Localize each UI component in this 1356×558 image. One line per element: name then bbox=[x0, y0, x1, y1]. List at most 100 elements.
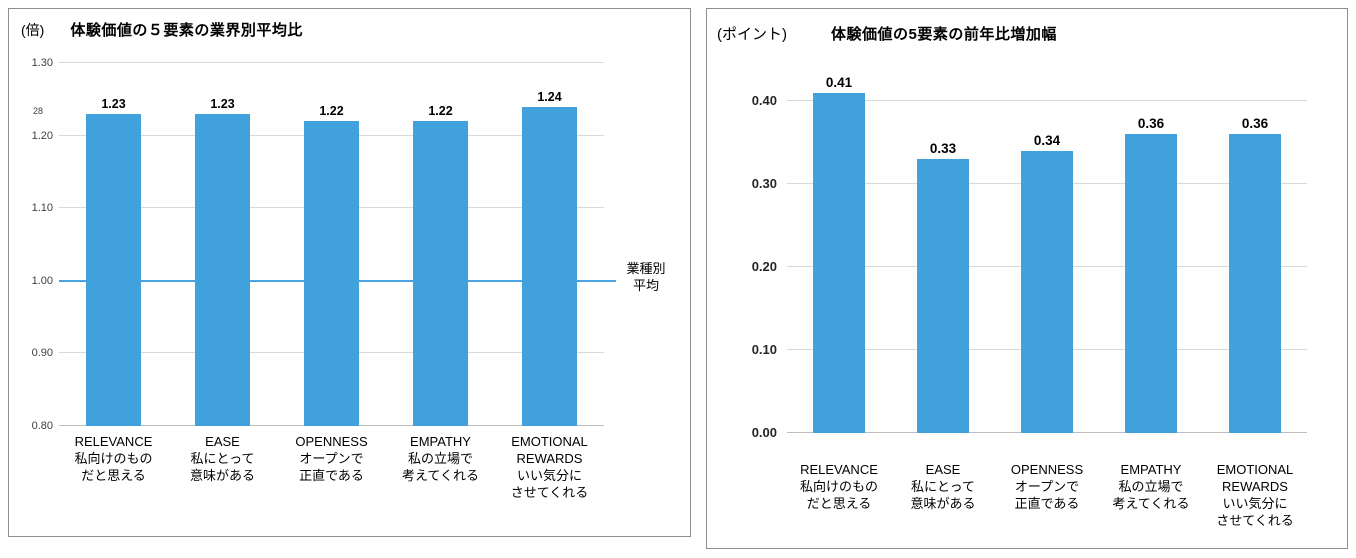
category-label-line: OPENNESS bbox=[1010, 462, 1084, 477]
y-axis: 0.80 0.90 1.00 1.10 1.20 1.30 bbox=[9, 57, 53, 432]
y-tick-label: 1.00 bbox=[31, 274, 53, 287]
category-label-line: 私向けのもの bbox=[799, 479, 878, 494]
category-label-line: だと思える bbox=[81, 468, 146, 483]
category-label: EMOTIONAL REWARDS いい気分にさせてくれる bbox=[1203, 461, 1307, 529]
category-label-line: 意味がある bbox=[910, 496, 976, 511]
category-label-line: オープンで bbox=[1014, 479, 1080, 494]
bar-slot: 0.34 bbox=[995, 68, 1099, 433]
bars-row: 0.41 0.33 0.34 0.36 0.36 bbox=[787, 68, 1307, 433]
bar-value-label: 0.41 bbox=[825, 74, 853, 90]
bar-value-label: 1.24 bbox=[537, 89, 562, 104]
plot-area: 1.23 1.23 1.22 1.22 1.24 bbox=[59, 62, 616, 426]
bar bbox=[86, 113, 141, 426]
gridline bbox=[787, 100, 1307, 102]
reference-line-label: 業種別 平均 bbox=[606, 260, 686, 294]
category-label-line: 私にとって bbox=[911, 479, 975, 494]
category-label-line: EMOTIONAL bbox=[511, 434, 588, 449]
category-label-line: EMPATHY bbox=[410, 434, 471, 449]
bar-value-label: 0.36 bbox=[1241, 116, 1269, 132]
category-label-line: REWARDS bbox=[1222, 479, 1288, 494]
category-label-line: いい気分に bbox=[1222, 496, 1288, 511]
axis-stray-text: 28 bbox=[33, 106, 44, 116]
chart-header: (ポイント) 体験価値の5要素の前年比増加幅 bbox=[717, 23, 1057, 44]
bar bbox=[195, 113, 250, 426]
category-label-line: EASE bbox=[205, 434, 240, 449]
reference-line-label-line2: 平均 bbox=[632, 278, 659, 293]
bar-value-label: 1.22 bbox=[428, 104, 453, 119]
category-label: EMPATHY 私の立場で考えてくれる bbox=[386, 433, 495, 501]
bar-slot: 0.36 bbox=[1099, 68, 1203, 433]
category-label-line: 考えてくれる bbox=[402, 468, 479, 483]
gridline bbox=[59, 62, 604, 63]
category-label: EMOTIONAL REWARDS いい気分にさせてくれる bbox=[495, 433, 604, 501]
category-label-line: オープンで bbox=[299, 451, 364, 466]
category-label-line: 正直である bbox=[299, 468, 364, 483]
category-label-line: RELEVANCE bbox=[800, 462, 878, 477]
category-label: OPENNESS オープンで正直である bbox=[277, 433, 386, 501]
category-label-line: 私の立場で bbox=[407, 451, 473, 466]
bar-slot: 1.23 bbox=[59, 63, 168, 426]
y-tick-label: 0.20 bbox=[751, 259, 777, 275]
chart-title: 体験価値の5要素の前年比増加幅 bbox=[831, 26, 1057, 43]
y-tick-label: 1.20 bbox=[31, 129, 53, 142]
bars-row: 1.23 1.23 1.22 1.22 1.24 bbox=[59, 63, 604, 426]
x-axis-labels: RELEVANCE 私向けのもの だと思える EASE 私にとって 意味がある OPENNE… bbox=[787, 461, 1307, 529]
y-tick-label: 0.80 bbox=[31, 420, 53, 432]
category-label: EASE 私にとって 意味がある bbox=[168, 433, 277, 501]
category-label-line: 考えてくれる bbox=[1112, 496, 1190, 511]
y-axis-unit-label: (ポイント) bbox=[717, 26, 787, 43]
y-tick-label: 0.30 bbox=[751, 176, 777, 192]
chart-header: (倍) 体験価値の５要素の業界別平均比 bbox=[21, 19, 303, 40]
category-label-line: RELEVANCE bbox=[74, 434, 153, 449]
y-tick-label: 0.00 bbox=[751, 425, 777, 440]
bar-value-label: 0.36 bbox=[1137, 116, 1165, 132]
bar bbox=[304, 121, 359, 426]
x-axis-labels: RELEVANCE 私向けのもの だと思える EASE 私にとって 意味がある OPENNE… bbox=[59, 433, 604, 501]
bar-value-label: 1.23 bbox=[101, 96, 126, 111]
bar-slot: 0.33 bbox=[891, 68, 995, 433]
industry-ratio-chart-panel: (倍) 体験価値の５要素の業界別平均比 28 0.80 0.90 1.00 1.10 1… bbox=[8, 8, 691, 537]
bar-slot: 0.41 bbox=[787, 68, 891, 433]
bar-value-label: 0.33 bbox=[929, 141, 957, 157]
bar bbox=[522, 106, 577, 426]
y-tick-label: 0.10 bbox=[751, 342, 777, 358]
category-label: RELEVANCE 私向けのもの だと思える bbox=[787, 461, 891, 529]
y-tick-label: 0.90 bbox=[31, 347, 53, 360]
category-label-line: させてくれる bbox=[1216, 513, 1294, 528]
bar bbox=[917, 159, 969, 433]
y-tick-label: 1.10 bbox=[31, 202, 53, 215]
chart-title: 体験価値の５要素の業界別平均比 bbox=[70, 22, 303, 39]
category-label-line: させてくれる bbox=[510, 485, 589, 500]
category-label-line: REWARDS bbox=[516, 451, 583, 466]
category-label-line: 正直である bbox=[1014, 496, 1080, 511]
bar-slot: 1.24 bbox=[495, 63, 604, 426]
category-label: EMPATHY 私の立場で 考えてくれる bbox=[1099, 461, 1203, 529]
category-label-line: EASE bbox=[925, 462, 961, 477]
category-label-line: EMOTIONAL bbox=[1216, 462, 1294, 477]
plot-area: 0.41 0.33 0.34 0.36 0.36 bbox=[787, 68, 1307, 433]
category-label: RELEVANCE 私向けのもの だと思える bbox=[59, 433, 168, 501]
y-tick-label: 0.40 bbox=[751, 93, 777, 109]
bar-value-label: 0.34 bbox=[1033, 132, 1061, 148]
bar-slot: 1.22 bbox=[277, 63, 386, 426]
bar bbox=[413, 121, 468, 426]
category-label-line: EMPATHY bbox=[1120, 462, 1182, 477]
bar bbox=[1021, 150, 1073, 433]
category-label: OPENNESS オープンで正直である bbox=[995, 461, 1099, 529]
bar-value-label: 1.22 bbox=[319, 104, 344, 119]
bar-slot: 1.22 bbox=[386, 63, 495, 426]
bar-value-label: 1.23 bbox=[210, 96, 235, 111]
category-label-line: 私にとって bbox=[190, 451, 255, 466]
bar bbox=[813, 92, 865, 433]
category-label-line: いい気分に bbox=[516, 468, 582, 483]
bar bbox=[1229, 134, 1281, 433]
category-label-line: 私向けのもの bbox=[74, 451, 153, 466]
yoy-increase-chart-panel: (ポイント) 体験価値の5要素の前年比増加幅 0.00 0.10 0.20 0.30 0… bbox=[706, 8, 1348, 549]
bar bbox=[1125, 134, 1177, 433]
y-axis-unit-label: (倍) bbox=[21, 22, 45, 38]
bar-slot: 1.23 bbox=[168, 63, 277, 426]
bar-slot: 0.36 bbox=[1203, 68, 1307, 433]
category-label-line: OPENNESS bbox=[295, 434, 368, 449]
y-tick-label: 1.30 bbox=[31, 57, 53, 69]
